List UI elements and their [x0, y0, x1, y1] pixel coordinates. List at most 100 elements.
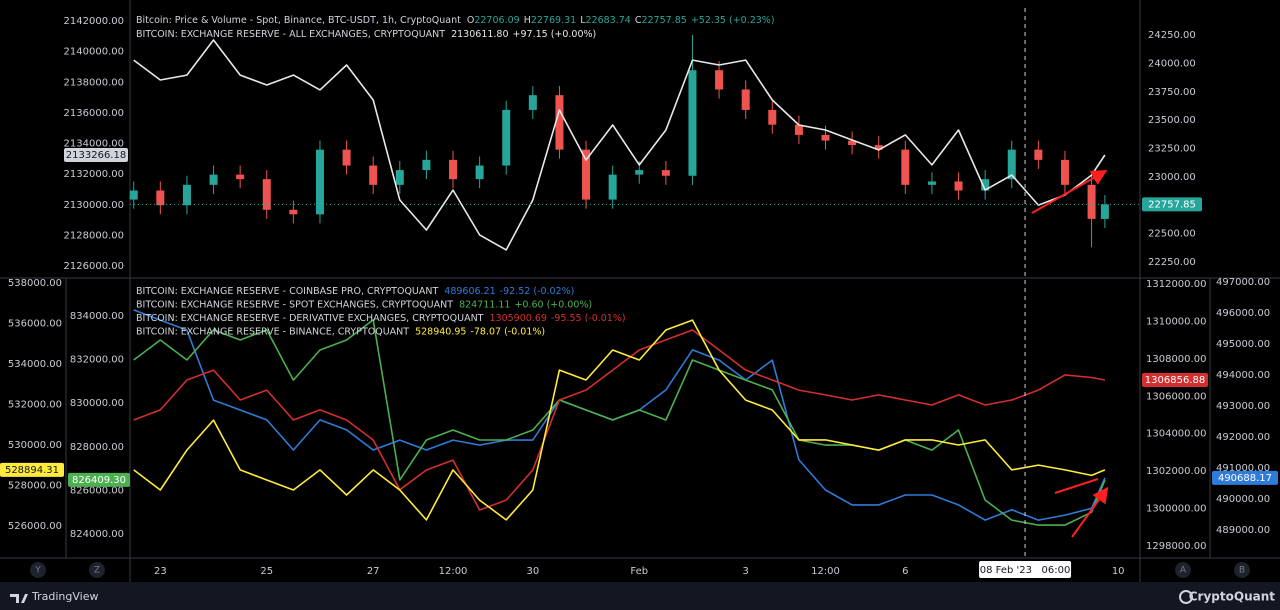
y-tick-label: 23500.00 — [1148, 115, 1196, 126]
legend-name: BITCOIN: EXCHANGE RESERVE - SPOT EXCHANG… — [136, 299, 453, 310]
y2-tick-label: 496000.00 — [1216, 308, 1270, 319]
legend-value: 2130611.80 — [451, 29, 508, 40]
candle-body — [342, 149, 351, 166]
legend-name: BITCOIN: EXCHANGE RESERVE - DERIVATIVE E… — [136, 313, 484, 324]
series-line — [133, 319, 1106, 521]
annotation-arrow — [1071, 486, 1109, 538]
last-value-label: 2133266.18 — [66, 150, 126, 161]
y-tick-label: 530000.00 — [8, 440, 62, 451]
candle-body — [289, 209, 298, 215]
y2-tick-label: 493000.00 — [1216, 401, 1270, 412]
candle-body — [1034, 149, 1043, 160]
legend-change: +97.15 (+0.00%) — [513, 29, 597, 40]
ohlc-key: H — [524, 15, 531, 26]
ohlc-value: 22683.74 — [585, 15, 630, 26]
x-tick-label: 30 — [526, 566, 539, 577]
y-tick-label: 23750.00 — [1148, 87, 1196, 98]
crosshair-label-box — [979, 561, 1072, 578]
last-value-label: 490688.17 — [1218, 473, 1272, 484]
candle-body — [555, 95, 564, 150]
cryptoquant-logo — [1179, 590, 1193, 604]
last-value-label: 22757.85 — [1148, 199, 1196, 210]
last-value-label: 1306856.88 — [1145, 375, 1205, 386]
y-tick-label: 24000.00 — [1148, 58, 1196, 69]
y3-tick-label: 828000.00 — [70, 442, 124, 453]
x-tick-label: 10 — [1112, 566, 1125, 577]
axis-button — [1175, 562, 1191, 578]
plot-area — [129, 35, 1140, 526]
last-value-box — [68, 472, 130, 487]
legend-change: -92.52 (-0.02%) — [500, 286, 575, 297]
y3-tick-label: 832000.00 — [70, 355, 124, 366]
legend-value: 824711.11 — [459, 299, 510, 310]
y-tick-label: 23000.00 — [1148, 172, 1196, 183]
x-tick-label: 27 — [367, 566, 380, 577]
legend-line: BITCOIN: EXCHANGE RESERVE - DERIVATIVE E… — [136, 313, 626, 324]
legend-name: BITCOIN: EXCHANGE RESERVE - COINBASE PRO… — [136, 286, 438, 297]
legend-value: 489606.21 — [444, 286, 495, 297]
y3-tick-label: 830000.00 — [70, 398, 124, 409]
y2-tick-label: 491000.00 — [1216, 463, 1270, 474]
axis-button — [30, 562, 46, 578]
series-line — [133, 39, 1106, 251]
y4-tick-label: 1298000.00 — [1146, 541, 1206, 552]
x-tick-label: 12:00 — [439, 566, 468, 577]
candle-body — [954, 181, 963, 191]
candle-body — [794, 124, 803, 135]
legend-name: BITCOIN: EXCHANGE RESERVE - ALL EXCHANGE… — [136, 29, 445, 40]
y2-tick-label: 497000.00 — [1216, 277, 1270, 288]
candle-body — [315, 149, 324, 215]
y3-tick-label: 826000.00 — [70, 485, 124, 496]
candle-body — [741, 89, 750, 110]
axis-button-label: A — [1180, 566, 1187, 576]
candle-body — [635, 170, 644, 175]
y2-tick-label: 489000.00 — [1216, 525, 1270, 536]
y2-tick-label: 490000.00 — [1216, 494, 1270, 505]
candle-body — [129, 190, 138, 200]
candle-body — [209, 174, 218, 185]
y2-tick-label: 2128000.00 — [64, 230, 124, 241]
last-value-label: 826409.30 — [72, 475, 126, 486]
candle-body — [475, 165, 484, 180]
y-tick-label: 534000.00 — [8, 359, 62, 370]
y2-tick-label: 2132000.00 — [64, 169, 124, 180]
candle-body — [369, 165, 378, 185]
legend-value: 528940.95 — [415, 326, 466, 337]
candle-body — [901, 149, 910, 185]
candle-body — [182, 184, 191, 206]
axis-button-label: Y — [34, 566, 41, 576]
last-value-box — [1142, 197, 1202, 212]
y4-tick-label: 1308000.00 — [1146, 354, 1206, 365]
ohlc-value: 22706.09 — [474, 15, 519, 26]
y4-tick-label: 1312000.00 — [1146, 279, 1206, 290]
y4-tick-label: 1306000.00 — [1146, 391, 1206, 402]
legend-line: BITCOIN: EXCHANGE RESERVE - COINBASE PRO… — [136, 286, 574, 297]
y4-tick-label: 1300000.00 — [1146, 504, 1206, 515]
y2-tick-label: 495000.00 — [1216, 339, 1270, 350]
y-tick-label: 528000.00 — [8, 481, 62, 492]
y2-tick-label: 494000.00 — [1216, 370, 1270, 381]
candle-body — [688, 70, 697, 176]
legend-change: -95.55 (-0.01%) — [551, 313, 626, 324]
x-tick-label: 23 — [154, 566, 167, 577]
axis-button-label: B — [1239, 566, 1245, 576]
y4-tick-label: 1310000.00 — [1146, 316, 1206, 327]
x-tick-label: 25 — [260, 566, 273, 577]
axis-button — [1234, 562, 1250, 578]
y-tick-label: 22250.00 — [1148, 257, 1196, 268]
y2-tick-label: 2136000.00 — [64, 108, 124, 119]
candle-body — [1087, 184, 1096, 219]
last-value-box — [1212, 470, 1278, 485]
x-tick-label: 6 — [902, 566, 908, 577]
y2-tick-label: 2130000.00 — [64, 200, 124, 211]
legend-line: BITCOIN: EXCHANGE RESERVE - ALL EXCHANGE… — [136, 29, 596, 40]
legend-line: BITCOIN: EXCHANGE RESERVE - BINANCE, CRY… — [136, 326, 545, 337]
chart-title: Bitcoin: Price & Volume - Spot, Binance,… — [136, 15, 461, 26]
last-value-box — [0, 462, 64, 477]
candle-body — [1060, 159, 1069, 185]
y2-tick-label: 2142000.00 — [64, 16, 124, 27]
ohlc-value: 22769.31 — [531, 15, 576, 26]
last-value-box — [64, 147, 128, 162]
